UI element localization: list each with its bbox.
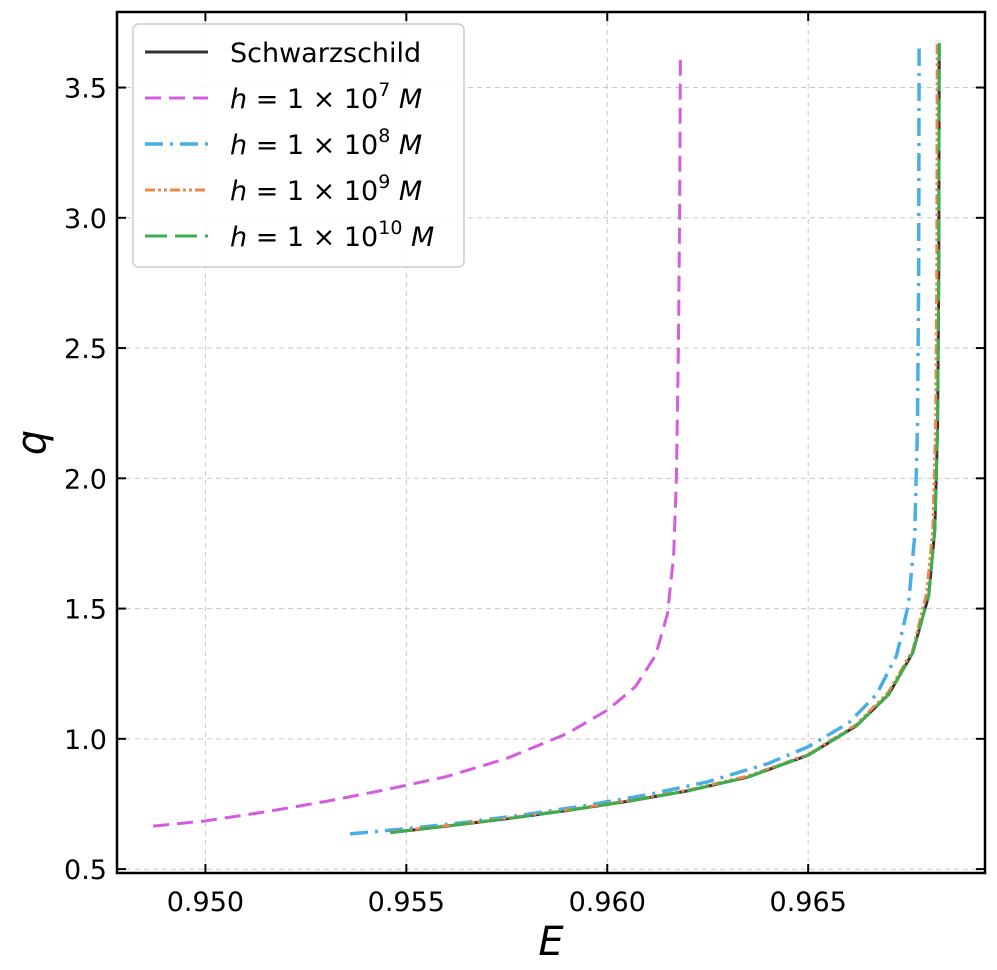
y-tick-label: 1.5 [64, 595, 107, 626]
legend: Schwarzschild h = 1 × 107 M h = 1 × 108 M h… [132, 23, 465, 268]
series-lines [153, 40, 941, 836]
series-line-2 [153, 58, 682, 828]
x-tick-label: 0.960 [569, 887, 646, 918]
y-axis-title: q [9, 430, 55, 455]
x-axis-title: E [538, 919, 564, 965]
y-tick-label: 3.0 [64, 204, 107, 235]
x-tick-label: 0.950 [167, 887, 244, 918]
y-tick-label: 3.5 [64, 74, 107, 105]
legend-box [132, 23, 465, 268]
y-tick-label: 2.0 [64, 464, 107, 495]
legend-entry-label: Schwarzschild [230, 38, 421, 69]
tick-labels: 0.950 0.955 0.960 0.965 0.5 1.0 1.5 2.0 2.5 3.0 3.… [64, 74, 847, 918]
plot-frame [115, 10, 987, 875]
legend-entry-label: h = 1 × 107 M [230, 79, 422, 115]
x-tick-label: 0.955 [368, 887, 445, 918]
legend-entry-label: h = 1 × 109 M [230, 171, 422, 207]
series-line-3 [349, 48, 921, 836]
ticks [117, 12, 985, 873]
legend-entry-label: h = 1 × 108 M [230, 125, 422, 161]
y-tick-label: 0.5 [64, 855, 107, 886]
x-tick-label: 0.965 [770, 887, 847, 918]
series-line-5 [390, 43, 941, 835]
legend-entry-label: h = 1 × 1010 M [230, 217, 434, 253]
y-tick-label: 1.0 [64, 725, 107, 756]
y-tick-label: 2.5 [64, 334, 107, 365]
series-line-4 [390, 40, 939, 834]
